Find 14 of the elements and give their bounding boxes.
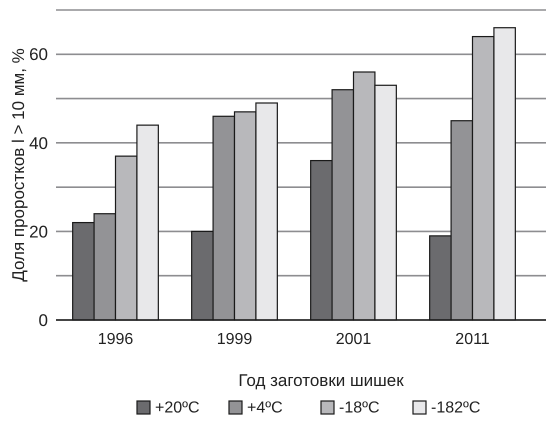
x-tick-label: 2001 [336,331,372,348]
y-tick-label: 20 [29,222,48,242]
y-tick-label: 60 [29,45,48,64]
x-tick-label: 1996 [98,331,134,348]
y-axis-title: Доля проростков l > 10 мм, % [9,48,28,282]
legend-label: +20ºC [155,400,200,417]
x-axis-title: Год заготовки шишек [238,371,404,390]
legend-label: +4ºC [247,400,283,417]
x-tick-label: 1999 [216,331,252,348]
y-tick-label: 40 [29,134,48,153]
legend-label: -18ºC [339,400,380,417]
y-tick-label: 0 [38,310,48,330]
legend-label: -182ºC [431,400,480,417]
x-tick-label: 2011 [455,331,490,348]
